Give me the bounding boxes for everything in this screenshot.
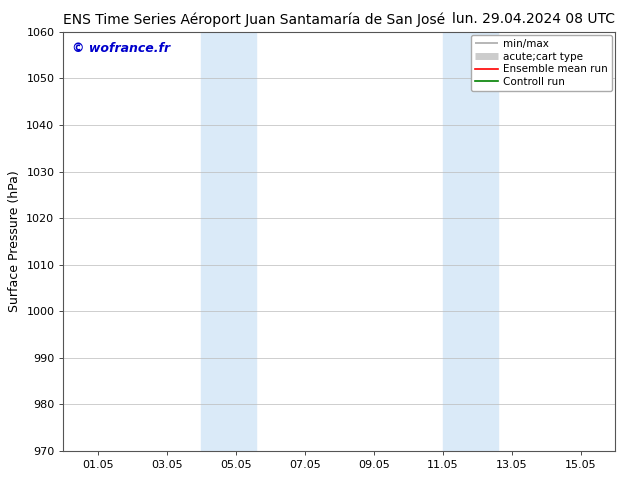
- Text: © wofrance.fr: © wofrance.fr: [72, 42, 170, 55]
- Text: ENS Time Series Aéroport Juan Santamaría de San José: ENS Time Series Aéroport Juan Santamaría…: [63, 12, 446, 27]
- Bar: [443, 32, 498, 451]
- Legend: min/max, acute;cart type, Ensemble mean run, Controll run: min/max, acute;cart type, Ensemble mean …: [470, 35, 612, 91]
- Text: lun. 29.04.2024 08 UTC: lun. 29.04.2024 08 UTC: [452, 12, 615, 26]
- Bar: [202, 32, 256, 451]
- Y-axis label: Surface Pressure (hPa): Surface Pressure (hPa): [8, 171, 21, 312]
